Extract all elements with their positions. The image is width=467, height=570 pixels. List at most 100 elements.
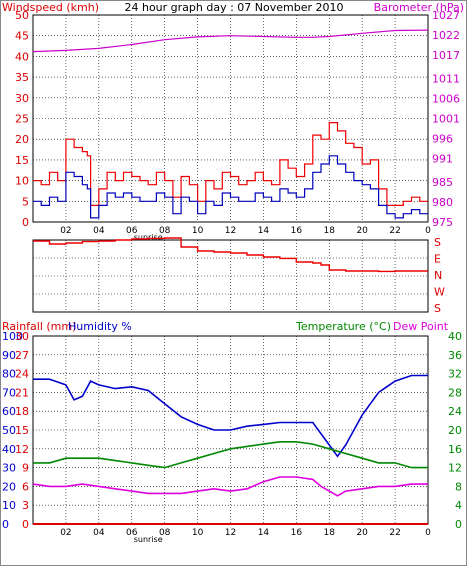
humidity-grid xyxy=(33,336,429,524)
humidity-tick-label: 40 xyxy=(2,443,16,456)
barometer-tick-label: 985 xyxy=(432,176,453,189)
direction-compass-label: N xyxy=(434,269,442,282)
temperature-tick-label: 8 xyxy=(455,480,462,493)
humidity-tick-label: 20 xyxy=(2,480,16,493)
windspeed-tick-label: 30 xyxy=(15,92,29,105)
wind-x-tick-label: 10 xyxy=(192,226,204,236)
humidity-x-tick-label: 10 xyxy=(192,528,204,538)
rainfall-tick-label: 6 xyxy=(22,480,29,493)
wind-x-tick-label: 0 xyxy=(425,226,431,236)
barometer-tick-label: 1027 xyxy=(432,9,460,22)
temperature-tick-label: 32 xyxy=(448,368,462,381)
wind-series xyxy=(32,29,429,219)
humidity-axis-title: Humidity % xyxy=(68,320,132,333)
temperature-tick-label: 0 xyxy=(455,518,462,531)
humidity-series xyxy=(32,374,428,525)
humidity-tick-label: 10 xyxy=(2,499,16,512)
rainfall-tick-label: 24 xyxy=(15,368,29,381)
barometer-tick-label: 1006 xyxy=(432,93,460,106)
windspeed-tick-label: 45 xyxy=(15,30,29,43)
humidity-tick-label: 30 xyxy=(2,462,16,475)
wind-x-tick-label: 14 xyxy=(258,226,270,236)
series-wind-direction-line xyxy=(33,237,428,273)
barometer-tick-label: 1001 xyxy=(432,113,460,126)
series-wind-speed-line xyxy=(33,155,428,219)
humidity-tick-label: 80 xyxy=(2,368,16,381)
humidity-tick-label: 100 xyxy=(2,330,23,343)
windspeed-tick-label: 40 xyxy=(15,50,29,63)
wind-x-tick-label: 02 xyxy=(60,226,71,236)
humidity-x-tick-label: 12 xyxy=(225,528,236,538)
barometer-tick-label: 996 xyxy=(432,132,453,145)
wind-x-tick-label: 18 xyxy=(324,226,336,236)
temperature-tick-label: 20 xyxy=(448,424,462,437)
humidity-x-tick-label: 20 xyxy=(356,528,368,538)
series-barometer-line xyxy=(32,29,429,53)
rainfall-tick-label: 15 xyxy=(15,424,29,437)
humidity-x-tick-label: 14 xyxy=(258,528,270,538)
humidity-tick-label: 0 xyxy=(2,518,9,531)
sunrise-label: sunrise xyxy=(134,535,163,544)
rainfall-axis-title: Rainfall (mm) xyxy=(2,320,76,333)
wind-x-tick-label: 04 xyxy=(93,226,105,236)
humidity-tick-label: 50 xyxy=(2,424,16,437)
temperature-axis-title: Temperature (°C) xyxy=(295,320,391,333)
humidity-x-tick-label: 06 xyxy=(126,528,138,538)
wind-x-tick-label: 16 xyxy=(291,226,303,236)
direction-compass-label: W xyxy=(434,286,445,299)
barometer-tick-label: 980 xyxy=(432,196,453,209)
temperature-tick-label: 24 xyxy=(448,405,462,418)
windspeed-tick-label: 5 xyxy=(22,195,29,208)
temperature-tick-label: 4 xyxy=(455,499,462,512)
temperature-tick-label: 16 xyxy=(448,443,462,456)
humidity-x-tick-label: 18 xyxy=(324,528,336,538)
humidity-x-tick-label: 02 xyxy=(60,528,71,538)
dewpoint-axis-title: Dew Point xyxy=(393,320,449,333)
barometer-tick-label: 1022 xyxy=(432,29,460,42)
rainfall-tick-label: 9 xyxy=(22,462,29,475)
rainfall-tick-label: 27 xyxy=(15,349,29,362)
windspeed-tick-label: 35 xyxy=(15,71,29,84)
humidity-x-tick-label: 08 xyxy=(159,528,171,538)
series-humidity-line xyxy=(33,374,428,458)
windspeed-tick-label: 15 xyxy=(15,154,29,167)
rainfall-tick-label: 30 xyxy=(15,330,29,343)
direction-compass-label: S xyxy=(434,302,441,315)
wind-x-tick-label: 12 xyxy=(225,226,236,236)
direction-grid xyxy=(33,240,428,312)
wind-x-tick-label: 08 xyxy=(159,226,171,236)
series-dew-point-line xyxy=(32,476,428,497)
sunrise-label: sunrise xyxy=(134,233,163,242)
rainfall-tick-label: 3 xyxy=(22,499,29,512)
windspeed-axis-title: Windspeed (kmh) xyxy=(2,1,99,14)
temperature-tick-label: 12 xyxy=(448,462,462,475)
wind-x-tick-label: 22 xyxy=(389,226,400,236)
windspeed-tick-label: 0 xyxy=(22,216,29,229)
temperature-tick-label: 40 xyxy=(448,330,462,343)
barometer-tick-label: 991 xyxy=(432,152,453,165)
direction-compass-label: E xyxy=(434,253,441,266)
humidity-x-tick-label: 0 xyxy=(425,528,431,538)
rainfall-tick-label: 18 xyxy=(15,405,29,418)
humidity-tick-label: 70 xyxy=(2,386,16,399)
humidity-tick-label: 60 xyxy=(2,405,16,418)
rainfall-tick-label: 21 xyxy=(15,386,29,399)
rainfall-tick-label: 12 xyxy=(15,443,29,456)
rainfall-tick-label: 0 xyxy=(22,518,29,531)
wind-x-tick-label: 06 xyxy=(126,226,138,236)
wind-axis-ticks: 02 04 06 08 10 12 14 16 18 20 22 0 sunrise 0 5 10 15 20 25… xyxy=(15,9,460,242)
wind-x-tick-label: 20 xyxy=(356,226,368,236)
series-temperature-line xyxy=(33,441,428,469)
barometer-tick-label: 1017 xyxy=(432,49,460,62)
humidity-x-tick-label: 22 xyxy=(389,528,400,538)
direction-compass-label: S xyxy=(434,236,441,249)
chart-title: 24 hour graph day : 07 November 2010 xyxy=(124,1,343,14)
windspeed-tick-label: 10 xyxy=(15,175,29,188)
direction-series xyxy=(33,237,428,273)
windspeed-tick-label: 25 xyxy=(15,113,29,126)
temperature-tick-label: 36 xyxy=(448,349,462,362)
barometer-tick-label: 1011 xyxy=(432,73,460,86)
